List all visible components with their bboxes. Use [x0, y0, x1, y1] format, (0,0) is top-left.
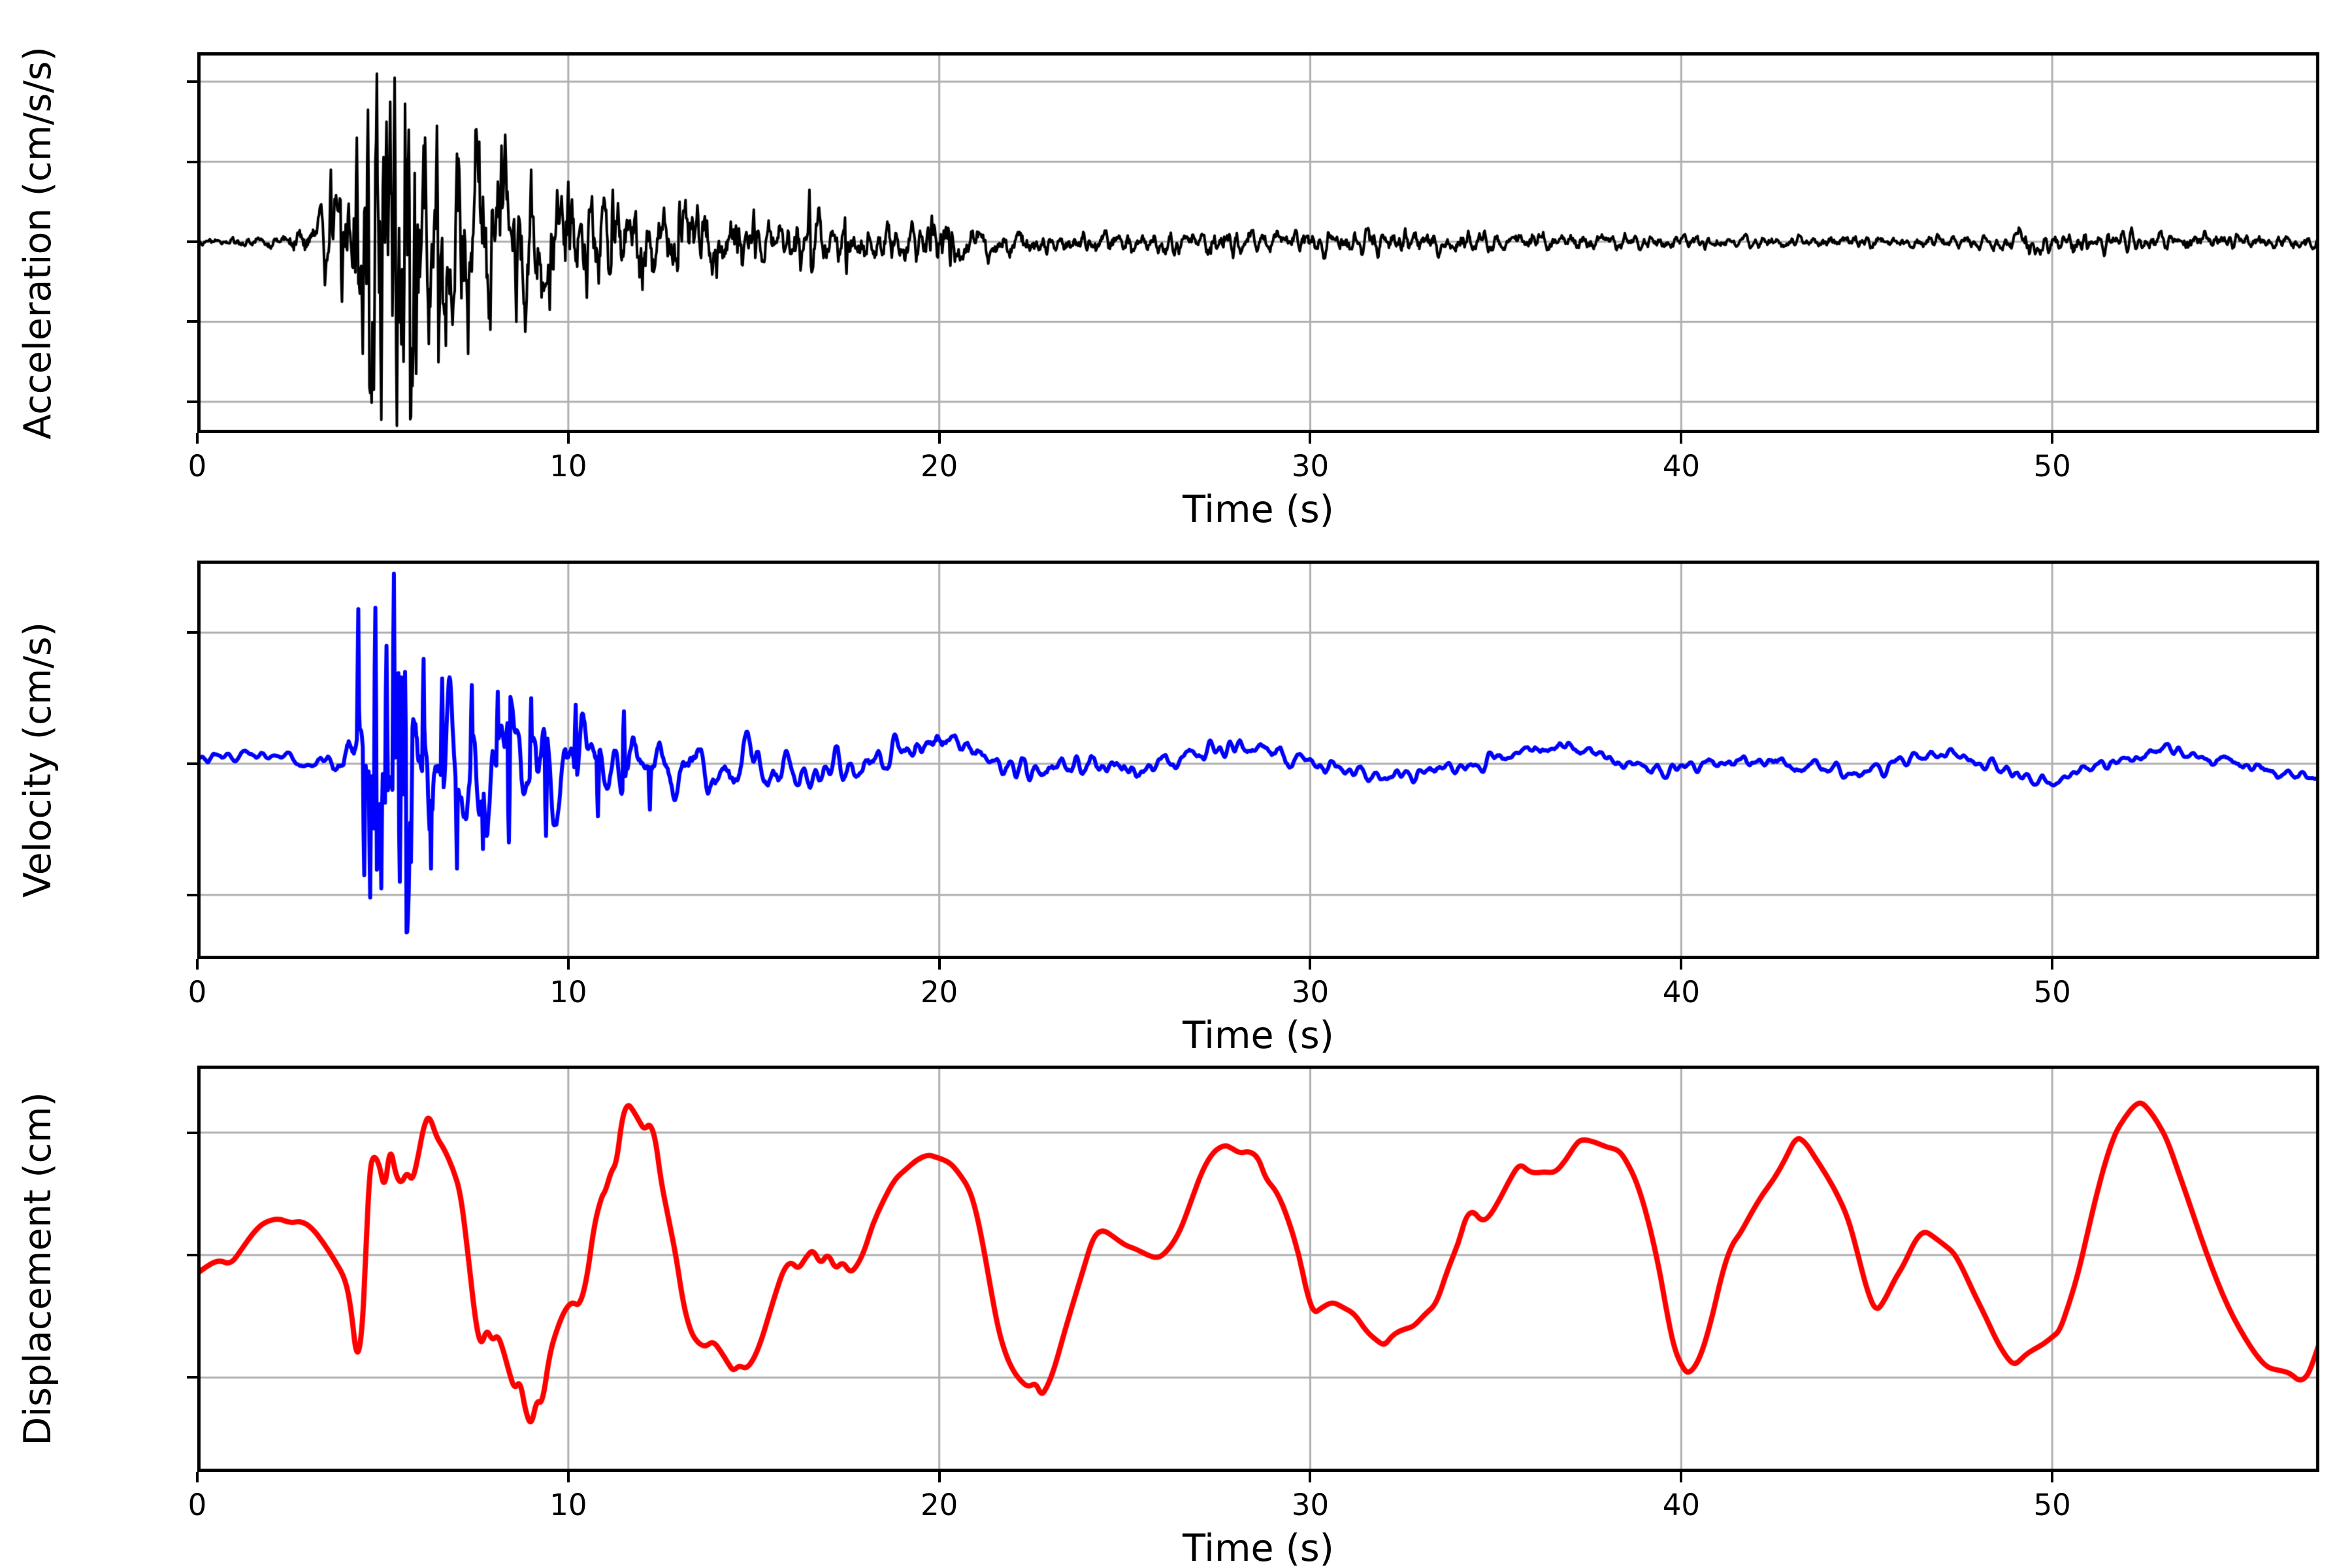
x-tick-mark: [1680, 959, 1683, 970]
x-tick-mark: [1680, 433, 1683, 444]
x-tick-label: 20: [921, 449, 958, 483]
y-tick-mark: [187, 631, 197, 634]
y-tick-mark: [187, 160, 197, 163]
x-tick-label: 10: [549, 975, 587, 1009]
x-tick-label: 20: [921, 975, 958, 1009]
x-tick-label: 50: [2033, 1488, 2071, 1522]
y-tick-mark: [187, 893, 197, 896]
x-tick-mark: [566, 1472, 570, 1482]
x-axis-label-acceleration: Time (s): [1183, 488, 1334, 531]
y-tick-mark: [187, 400, 197, 403]
x-tick-mark: [2051, 433, 2054, 444]
x-axis-label-velocity: Time (s): [1183, 1014, 1334, 1057]
x-tick-mark: [938, 433, 941, 444]
x-tick-label: 0: [188, 449, 207, 483]
y-axis-label-displacement: Displacement (cm): [16, 1092, 59, 1446]
x-tick-mark: [1309, 433, 1312, 444]
x-tick-label: 0: [188, 1488, 207, 1522]
y-tick-mark: [187, 1254, 197, 1256]
x-tick-mark: [1680, 1472, 1683, 1482]
y-tick-mark: [187, 1376, 197, 1379]
y-tick-mark: [187, 1131, 197, 1134]
x-tick-mark: [196, 959, 199, 970]
x-tick-mark: [1309, 959, 1312, 970]
x-axis-label-displacement: Time (s): [1183, 1527, 1334, 1568]
y-tick-mark: [187, 240, 197, 243]
x-tick-mark: [566, 433, 570, 444]
x-tick-mark: [2051, 1472, 2054, 1482]
x-tick-label: 10: [549, 1488, 587, 1522]
x-tick-mark: [2051, 959, 2054, 970]
x-tick-label: 50: [2033, 975, 2071, 1009]
x-tick-label: 30: [1291, 1488, 1330, 1522]
x-tick-mark: [196, 433, 199, 444]
x-tick-label: 40: [1662, 449, 1700, 483]
displacement-plot-canvas: [197, 1066, 2319, 1472]
x-tick-label: 20: [921, 1488, 958, 1522]
acceleration-plot-canvas: [197, 52, 2319, 433]
y-axis-label-velocity: Velocity (cm/s): [16, 622, 59, 898]
velocity-plot-canvas: [197, 561, 2319, 959]
x-tick-mark: [566, 959, 570, 970]
x-tick-mark: [196, 1472, 199, 1482]
x-tick-label: 10: [549, 449, 587, 483]
x-tick-label: 0: [188, 975, 207, 1009]
x-tick-label: 30: [1291, 449, 1330, 483]
y-tick-mark: [187, 320, 197, 323]
x-tick-label: 30: [1291, 975, 1330, 1009]
x-tick-mark: [1309, 1472, 1312, 1482]
y-tick-mark: [187, 80, 197, 84]
x-tick-label: 50: [2033, 449, 2071, 483]
x-tick-label: 40: [1662, 975, 1700, 1009]
x-tick-mark: [938, 959, 941, 970]
y-tick-mark: [187, 762, 197, 766]
y-axis-label-acceleration: Acceleration (cm/s/s): [16, 46, 59, 440]
x-tick-label: 40: [1662, 1488, 1700, 1522]
x-tick-mark: [938, 1472, 941, 1482]
